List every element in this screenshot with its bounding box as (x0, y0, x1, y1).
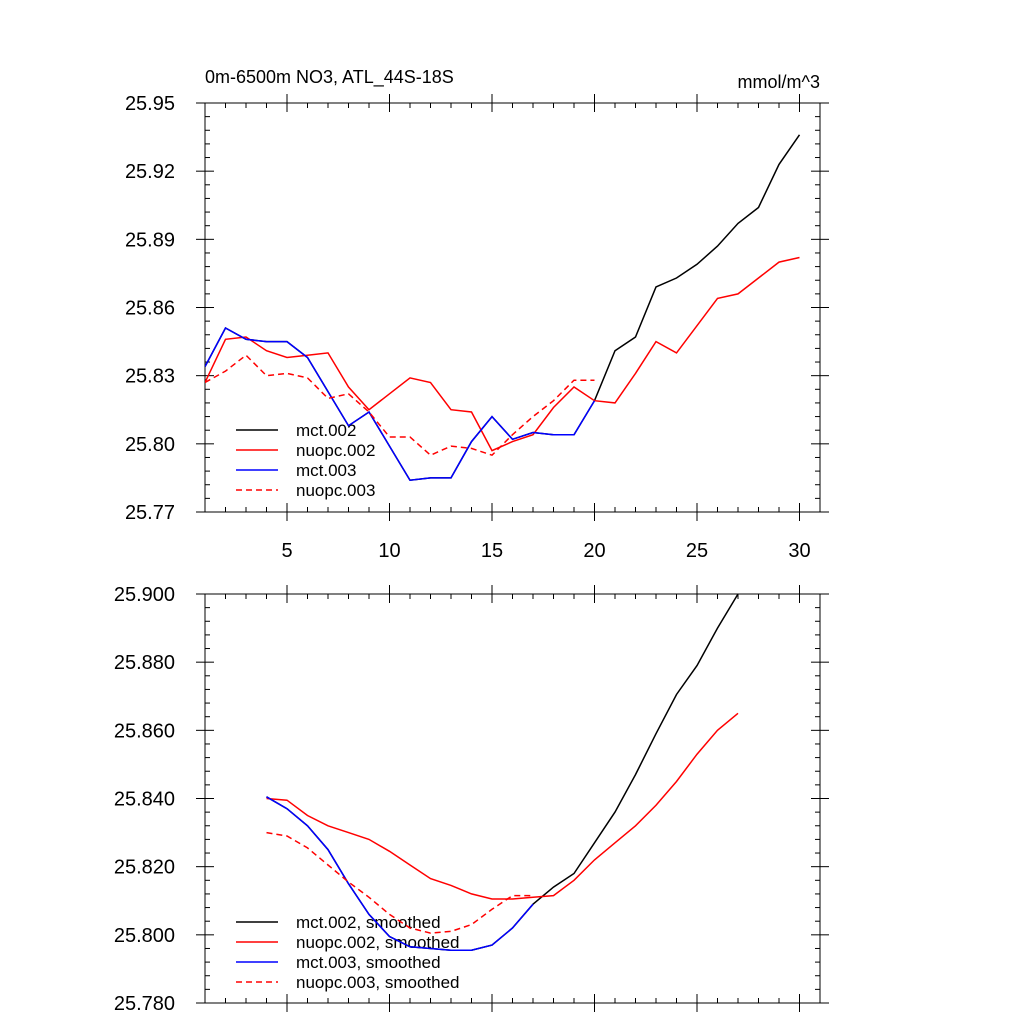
y-tick-label: 25.80 (125, 434, 175, 456)
legend-label: mct.003, smoothed (296, 953, 441, 972)
y-tick-label: 25.86 (125, 298, 175, 320)
legend-label: nuopc.003 (296, 481, 375, 500)
y-tick-label: 25.780 (114, 993, 175, 1015)
y-tick-label: 25.840 (114, 789, 175, 811)
series-line-mct-002-smoothed (266, 594, 739, 951)
x-tick-label: 25 (686, 540, 708, 562)
y-tick-label: 25.77 (125, 502, 175, 524)
y-tick-label: 25.800 (114, 925, 175, 947)
series-line-nuopc-003-smoothed (266, 831, 533, 934)
bottom-plot-area: 25.780 25.800 25.820 25.840 25.860 25.880 25.9… (114, 584, 829, 1015)
x-tick-label: 10 (378, 540, 400, 562)
y-tick-label: 25.860 (114, 720, 175, 742)
y-tick-label: 25.89 (125, 229, 175, 251)
series-line-nuopc-002-smoothed (266, 712, 739, 900)
series-line-nuopc-002 (205, 256, 800, 452)
x-tick-label: 15 (481, 540, 503, 562)
top-panel: 0m-6500m NO3, ATL_44S-18S mmol/m^3 5 10 15… (125, 67, 829, 562)
x-tick-label: 20 (583, 540, 605, 562)
series-line-mct-003 (205, 326, 596, 481)
legend-label: nuopc.002 (296, 441, 375, 460)
legend-label: mct.003 (296, 461, 356, 480)
y-tick-label: 25.820 (114, 857, 175, 879)
legend-label: mct.002, smoothed (296, 913, 441, 932)
y-tick-label: 25.880 (114, 652, 175, 674)
x-tick-label: 5 (281, 540, 292, 562)
y-tick-label: 25.83 (125, 366, 175, 388)
top-chart-title: 0m-6500m NO3, ATL_44S-18S (205, 67, 454, 88)
bottom-panel: 25.780 25.800 25.820 25.840 25.860 25.880 25.9… (114, 584, 829, 1015)
y-tick-label: 25.92 (125, 161, 175, 183)
top-plot-area: 5 10 15 20 25 30 25.77 25.80 25.83 25.86 25.89 25.9… (125, 93, 829, 562)
legend-label: mct.002 (296, 421, 356, 440)
top-chart-units: mmol/m^3 (738, 72, 820, 92)
x-tick-label: 30 (788, 540, 810, 562)
y-tick-label: 25.900 (114, 584, 175, 606)
series-line-mct-003-smoothed (266, 796, 534, 951)
series-line-nuopc-003 (205, 354, 595, 457)
y-tick-label: 25.95 (125, 93, 175, 115)
legend-label: nuopc.003, smoothed (296, 973, 460, 992)
